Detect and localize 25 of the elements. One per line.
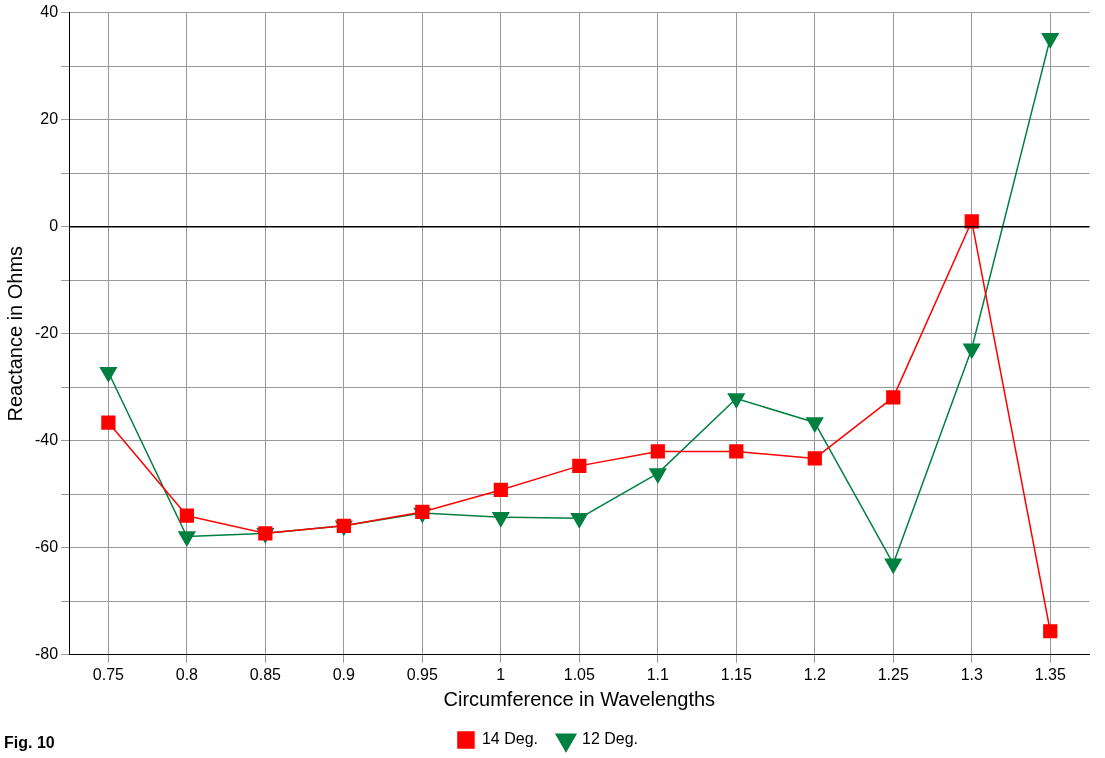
x-tick-label: 0.75 xyxy=(92,665,125,683)
y-axis-title: Reactance in Ohms xyxy=(3,245,26,422)
x-axis-title: Circumference in Wavelengths xyxy=(443,687,716,710)
y-tick-label: -80 xyxy=(35,645,59,663)
y-tick-label: -20 xyxy=(35,324,59,342)
x-tick-label: 0.95 xyxy=(406,665,438,683)
y-tick-label: -60 xyxy=(35,538,59,556)
x-tick-label: 0.8 xyxy=(175,665,199,683)
x-tick-label: 0.9 xyxy=(332,665,356,683)
legend-label: 14 Deg. xyxy=(481,730,539,748)
x-tick-label: 1.35 xyxy=(1034,665,1066,683)
x-tick-label: 1.3 xyxy=(960,665,983,683)
y-tick-label: 0 xyxy=(49,217,59,235)
y-tick-label: 40 xyxy=(40,3,59,21)
x-tick-label: 1.2 xyxy=(803,665,826,683)
legend-label: 12 Deg. xyxy=(582,730,639,748)
x-tick-label: 0.85 xyxy=(249,665,282,683)
x-tick-label: 1.25 xyxy=(877,665,909,683)
x-tick-label: 1.15 xyxy=(720,665,752,683)
y-tick-label: -40 xyxy=(35,431,59,449)
x-tick-label: 1.1 xyxy=(646,665,670,683)
caption: Fig. 10 xyxy=(4,734,55,752)
y-tick-label: 20 xyxy=(40,110,59,128)
x-tick-label: 1.05 xyxy=(563,665,595,683)
x-tick-label: 1 xyxy=(496,665,506,683)
